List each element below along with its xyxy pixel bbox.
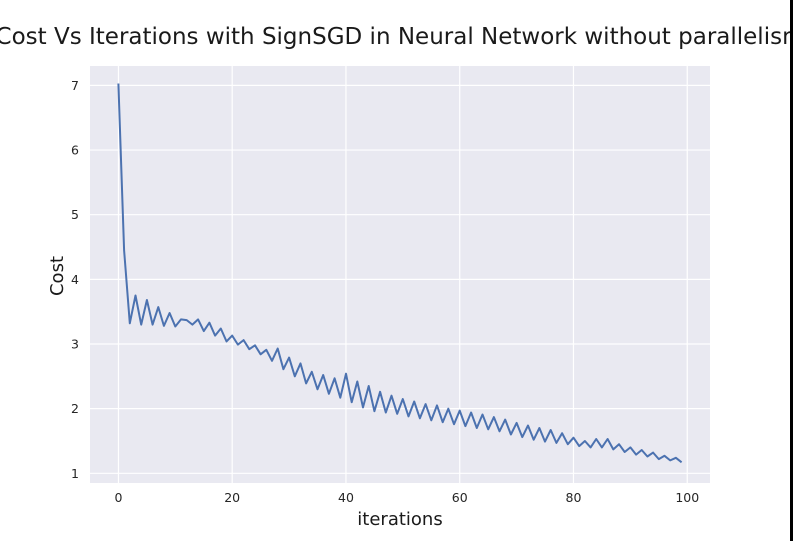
x-tick-label: 40 [338,490,354,505]
series-lines [117,83,683,464]
y-tick-label: 7 [71,78,79,93]
x-axis-label: iterations [357,509,442,530]
y-tick-label: 6 [71,143,79,158]
y-tick-label: 1 [71,466,79,481]
series-line [117,83,683,464]
grid-lines [90,66,710,483]
x-tick-label: 20 [224,490,240,505]
x-tick-label: 80 [566,490,582,505]
y-tick-labels: 1 2 3 4 5 6 7 [71,78,79,481]
x-tick-labels: 0 20 40 60 80 100 [114,490,699,505]
x-tick-label: 100 [675,490,699,505]
x-tick-label: 60 [452,490,468,505]
chart-title: Cost Vs Iterations with SignSGD in Neura… [0,24,793,50]
x-tick-label: 0 [114,490,122,505]
y-tick-label: 4 [71,272,79,287]
y-tick-label: 3 [71,337,79,352]
plot-area [90,66,710,483]
y-tick-label: 5 [71,207,79,222]
right-border [790,0,793,541]
y-axis-label: Cost [47,256,68,296]
y-tick-label: 2 [71,401,79,416]
